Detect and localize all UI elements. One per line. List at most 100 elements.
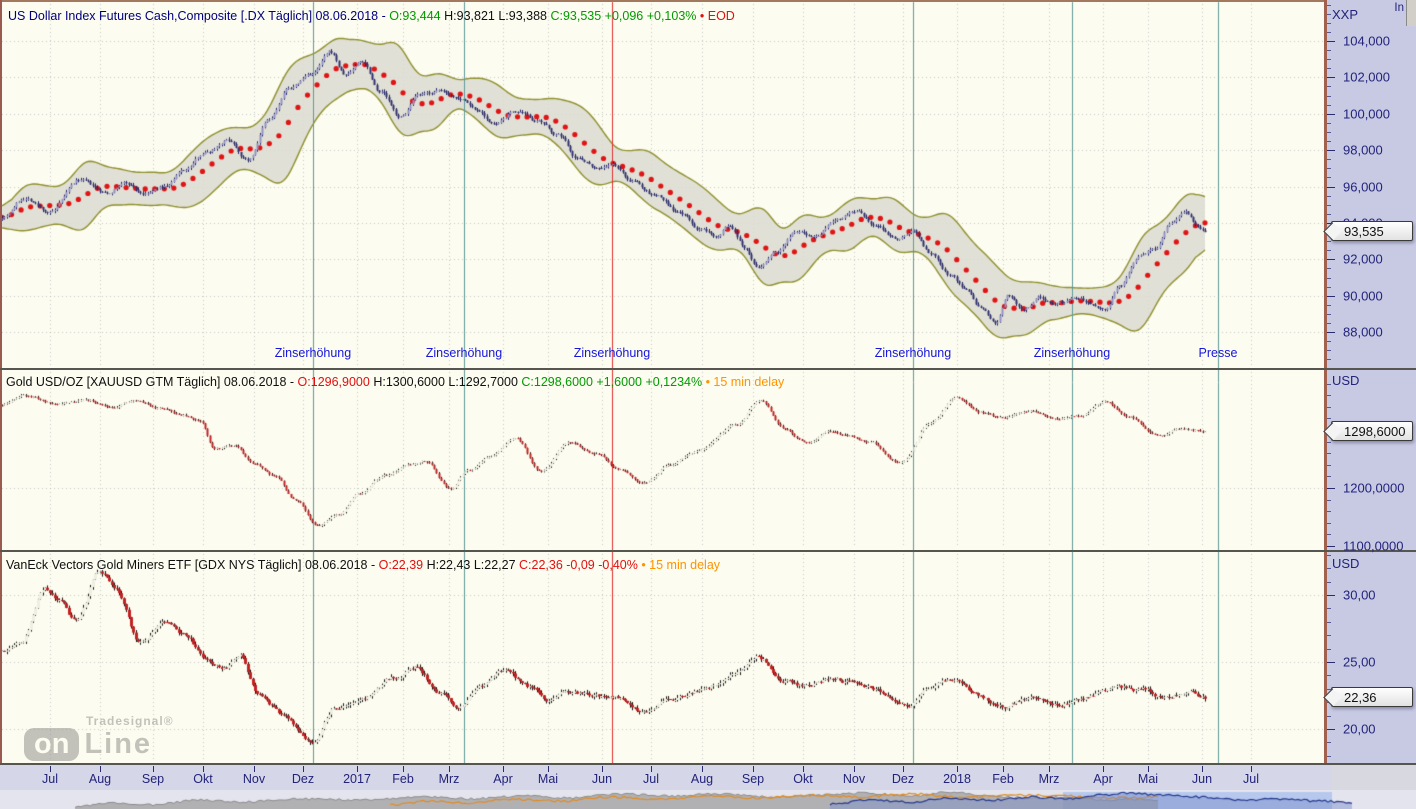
axis-tick-label: 25,00 [1343,654,1376,670]
axis-minor-tick [1327,555,1331,556]
title-segment: O:22,39 [378,558,424,572]
axis-major-tick [1327,259,1335,260]
axis-minor-tick [1327,177,1331,178]
axis-minor-tick [1327,50,1331,51]
time-axis[interactable]: Jul Aug Sep Okt Nov Dez 2017 Feb Mrz Apr Mai Jun Jul… [0,765,1416,790]
time-axis-tick [651,766,652,772]
axis-minor-tick [1327,476,1331,477]
axis-minor-tick [1327,500,1331,501]
time-axis-tick [957,766,958,772]
axis-major-tick [1327,488,1335,489]
window-border-top [0,0,1326,2]
axis-minor-tick [1327,407,1331,408]
panel-title-us-dollar-index: US Dollar Index Futures Cash,Composite [… [8,9,735,23]
axis-minor-tick [1327,756,1331,757]
title-segment: O:1296,9000 [297,375,370,389]
title-segment: O:93,444 [389,9,441,23]
time-axis-month-label: Feb [992,772,1014,786]
axis-tick-label: 100,000 [1343,106,1390,122]
time-axis-tick [403,766,404,772]
axis-minor-tick [1327,68,1331,69]
time-axis-month-label: Mrz [438,772,460,786]
time-axis-month-label: Aug [690,772,714,786]
time-axis-month-label: Jun [1191,772,1213,786]
time-axis-month-label: Jul [643,772,659,786]
axis-minor-tick [1327,23,1331,24]
panel-separator-1[interactable] [0,368,1416,370]
panel-separator-2[interactable] [0,550,1416,552]
axis-minor-tick [1327,241,1331,242]
time-axis-tick [1103,766,1104,772]
axis-minor-tick [1327,359,1331,360]
axis-minor-tick [1327,96,1331,97]
event-label: Zinserhöhung [874,346,952,360]
time-axis-tick [303,766,304,772]
time-axis-month-label: Aug [88,772,112,786]
time-axis-tick [1202,766,1203,772]
axis-minor-tick [1327,689,1331,690]
axis-minor-tick [1327,59,1331,60]
axis-minor-tick [1327,196,1331,197]
axis-minor-tick [1327,622,1331,623]
axis-minor-tick [1327,314,1331,315]
event-label: Presse [1198,346,1238,360]
event-label: Zinserhöhung [425,346,503,360]
title-segment: Gold USD/OZ [XAUUSD GTM Täglich] 08.06.2… [6,375,298,389]
panel-title-gdx: VanEck Vectors Gold Miners ETF [GDX NYS … [6,558,720,572]
time-axis-tick [1049,766,1050,772]
axis-minor-tick [1327,268,1331,269]
axis-major-tick [1327,187,1335,188]
axis-tick-label: 1200,0000 [1343,480,1405,496]
time-axis-month-label: Jun [591,772,613,786]
price-axis-panel[interactable] [1327,0,1416,765]
axis-tick-label: 98,000 [1343,142,1383,158]
time-axis-tick [203,766,204,772]
axis-tick-label: 90,000 [1343,288,1383,304]
title-segment: H:93,821 L:93,388 [440,9,551,23]
time-axis-tick [153,766,154,772]
axis-tick-label: 1100,0000 [1343,538,1404,554]
event-label-row: Zinserhöhung Zinserhöhung Zinserhöhung Zins… [0,346,1326,364]
axis-tick-label: 92,000 [1343,251,1383,267]
axis-minor-tick [1327,305,1331,306]
axis-minor-tick [1327,341,1331,342]
time-axis-tick [100,766,101,772]
axis-minor-tick [1327,205,1331,206]
time-axis-tick [1003,766,1004,772]
axis-minor-tick [1327,523,1331,524]
event-label: Zinserhöhung [1033,346,1111,360]
time-axis-tick [449,766,450,772]
price-chart-canvas[interactable] [0,0,1326,765]
axis-major-tick [1327,662,1335,663]
axis-minor-tick [1327,105,1331,106]
title-segment: VanEck Vectors Gold Miners ETF [GDX NYS … [6,558,379,572]
time-axis-month-label: Dez [891,772,915,786]
time-axis-month-label: Nov [242,772,266,786]
axis-tick-label: 30,00 [1343,587,1376,603]
axis-divider[interactable] [1324,0,1327,765]
overview-scrollbar-canvas[interactable] [0,790,1416,809]
time-axis-tick [854,766,855,772]
axis-minor-tick [1327,278,1331,279]
price-tag-gold: 1298,6000 [1323,421,1413,441]
axis-major-tick [1327,729,1335,730]
axis-minor-tick [1327,608,1331,609]
axis-minor-tick [1327,123,1331,124]
time-axis-month-label: Okt [793,772,813,786]
time-axis-month-label: 2018 [943,772,971,786]
axis-minor-tick [1327,168,1331,169]
time-axis-tick [357,766,358,772]
axis-major-tick [1327,150,1335,151]
time-axis-tick [753,766,754,772]
title-segment: US Dollar Index Futures Cash,Composite [… [8,9,390,23]
title-segment: • 15 min delay [702,375,785,389]
scroll-corner-strip [1406,0,1416,26]
event-label: Zinserhöhung [274,346,352,360]
time-axis-month-label: Mai [1137,772,1159,786]
axis-minor-tick [1327,716,1331,717]
axis-minor-tick [1327,442,1331,443]
time-axis-month-label: Apr [493,772,513,786]
corner-link-fragment[interactable]: In [1394,2,1404,14]
axis-minor-tick [1327,141,1331,142]
time-axis-month-label: Jul [42,772,58,786]
